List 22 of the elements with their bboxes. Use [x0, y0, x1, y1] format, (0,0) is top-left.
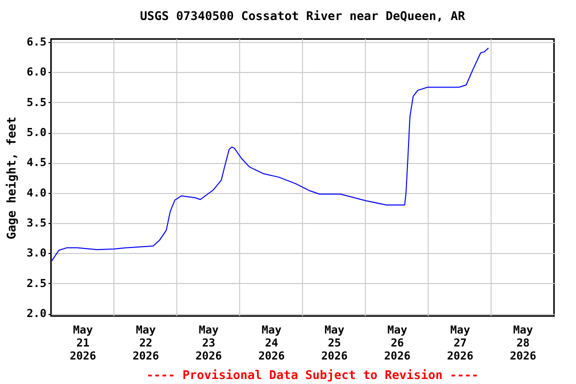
y-tick-label: 3.0: [26, 246, 46, 260]
x-tick-label: May 28 2026: [510, 324, 537, 362]
y-tick-label: 4.5: [26, 156, 46, 170]
y-tick-label: 5.5: [26, 96, 46, 109]
x-tick-label: May 27 2026: [446, 324, 474, 362]
text: ---- Provisional Data Subject to Revision ----: [146, 368, 479, 382]
y-tick-label: 2.0: [26, 307, 46, 320]
y-tick-label: 3.5: [26, 216, 46, 230]
x-tick-label: May 23 2026: [195, 324, 222, 362]
x-tick-label: May 26 2026: [384, 324, 411, 362]
y-tick-label: 2.5: [26, 276, 46, 290]
chart-title: USGS 07340500 Cossatot River near DeQueen, AR: [140, 9, 466, 24]
y-tick-label: 4.0: [26, 186, 46, 200]
y-tick-label: 6.0: [26, 66, 46, 79]
x-tick-label: May 25 2026: [321, 324, 348, 362]
x-tick-label: May 24 2026: [258, 324, 286, 362]
y-axis-title: Gage height, feet: [4, 116, 19, 240]
x-tick-label: May 21 2026: [70, 324, 97, 362]
x-tick-label: May 22 2026: [132, 324, 160, 362]
y-tick-label: 5.0: [26, 126, 46, 140]
y-tick-label: 6.5: [26, 36, 46, 49]
line-series: [51, 48, 490, 262]
